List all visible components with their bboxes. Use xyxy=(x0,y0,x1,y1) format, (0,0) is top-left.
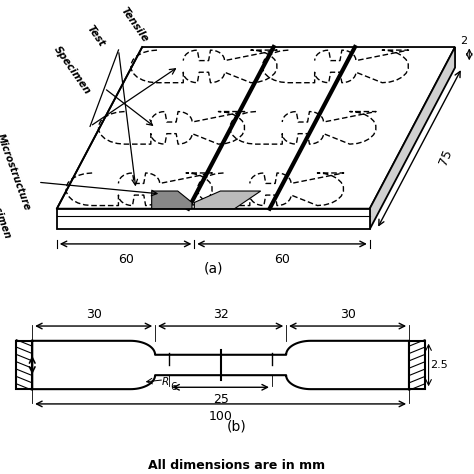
Polygon shape xyxy=(194,191,261,209)
Text: 25: 25 xyxy=(213,393,228,406)
Bar xyxy=(409,341,425,389)
Text: (a): (a) xyxy=(203,262,223,275)
Polygon shape xyxy=(152,191,192,209)
Text: 30: 30 xyxy=(86,308,101,321)
Text: 6: 6 xyxy=(170,383,177,392)
Text: 75: 75 xyxy=(437,147,455,167)
Polygon shape xyxy=(57,209,370,229)
Text: All dimensions are in mm: All dimensions are in mm xyxy=(148,459,326,472)
Polygon shape xyxy=(57,47,455,209)
Text: 60: 60 xyxy=(274,253,290,266)
Text: R: R xyxy=(162,376,169,386)
Text: 100: 100 xyxy=(209,410,233,423)
Text: Tensile: Tensile xyxy=(118,6,150,45)
Text: 32: 32 xyxy=(213,308,228,321)
Text: 30: 30 xyxy=(340,308,356,321)
Polygon shape xyxy=(370,47,455,229)
Text: Test Specimen: Test Specimen xyxy=(0,162,13,239)
Polygon shape xyxy=(32,341,409,389)
Text: Specimen: Specimen xyxy=(52,44,93,96)
Text: 2.5: 2.5 xyxy=(430,360,448,370)
Text: 60: 60 xyxy=(118,253,134,266)
Text: Test: Test xyxy=(85,24,107,49)
Text: 2: 2 xyxy=(460,36,467,46)
Text: (b): (b) xyxy=(227,419,247,433)
Text: Microstructure: Microstructure xyxy=(0,132,32,212)
Bar xyxy=(16,341,32,389)
